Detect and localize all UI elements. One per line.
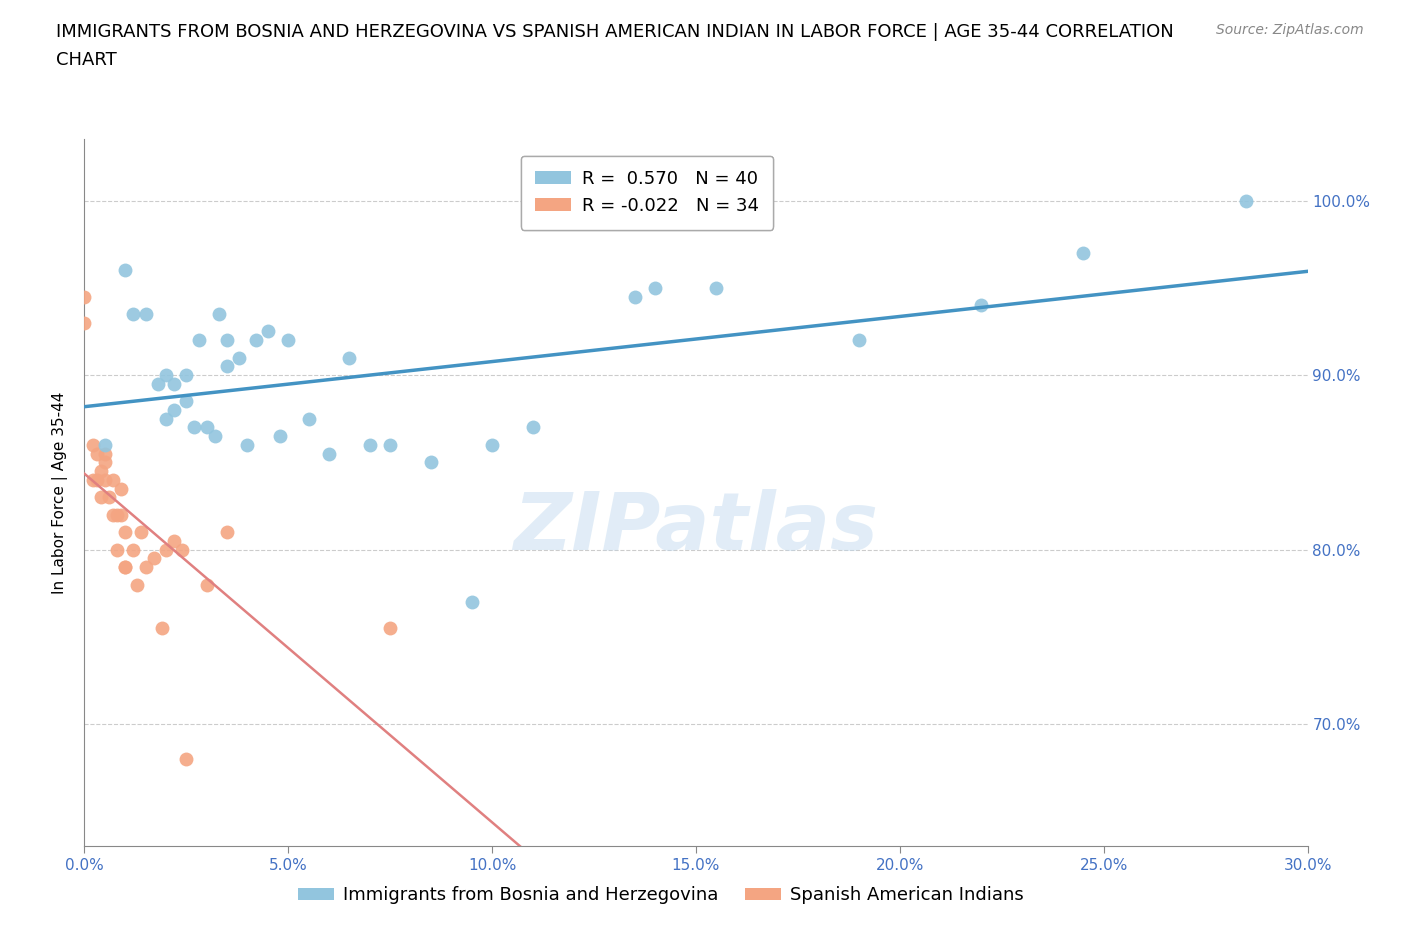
Point <box>122 542 145 557</box>
Point <box>269 429 291 444</box>
Point <box>82 472 104 487</box>
Point <box>155 411 177 426</box>
Point <box>90 464 112 479</box>
Text: Source: ZipAtlas.com: Source: ZipAtlas.com <box>1216 23 1364 37</box>
Point <box>163 377 186 392</box>
Point <box>644 281 666 296</box>
Point <box>150 620 173 635</box>
Text: CHART: CHART <box>56 51 117 69</box>
Point <box>114 525 136 539</box>
Point <box>624 289 647 304</box>
Point <box>318 446 340 461</box>
Point <box>187 333 209 348</box>
Point <box>217 359 239 374</box>
Point <box>176 367 198 382</box>
Point <box>204 429 226 444</box>
Point <box>706 281 728 296</box>
Point <box>163 534 186 549</box>
Point <box>101 507 124 522</box>
Point <box>298 411 321 426</box>
Point <box>522 420 544 435</box>
Legend: R =  0.570   N = 40, R = -0.022   N = 34: R = 0.570 N = 40, R = -0.022 N = 34 <box>520 155 773 230</box>
Point <box>93 437 117 452</box>
Point <box>142 551 165 565</box>
Point <box>1236 193 1258 208</box>
Point <box>1073 246 1095 260</box>
Point <box>277 333 299 348</box>
Point <box>208 307 231 322</box>
Point <box>217 333 239 348</box>
Point <box>461 594 484 609</box>
Point <box>380 437 402 452</box>
Point <box>105 542 128 557</box>
Point <box>195 420 218 435</box>
Point <box>257 324 280 339</box>
Point <box>155 367 177 382</box>
Point <box>90 490 112 505</box>
Point <box>245 333 267 348</box>
Point <box>155 542 177 557</box>
Point <box>228 351 250 365</box>
Point <box>114 560 136 575</box>
Point <box>135 560 157 575</box>
Point <box>93 455 117 470</box>
Point <box>86 472 108 487</box>
Y-axis label: In Labor Force | Age 35-44: In Labor Force | Age 35-44 <box>52 392 69 594</box>
Point <box>97 490 120 505</box>
Point <box>848 333 870 348</box>
Point <box>195 578 218 592</box>
Point <box>86 446 108 461</box>
Point <box>217 525 239 539</box>
Point <box>236 437 259 452</box>
Point <box>380 620 402 635</box>
Text: IMMIGRANTS FROM BOSNIA AND HERZEGOVINA VS SPANISH AMERICAN INDIAN IN LABOR FORCE: IMMIGRANTS FROM BOSNIA AND HERZEGOVINA V… <box>56 23 1174 41</box>
Point <box>105 507 128 522</box>
Point <box>122 307 145 322</box>
Point <box>420 455 443 470</box>
Point <box>481 437 503 452</box>
Point <box>339 351 361 365</box>
Point <box>73 289 96 304</box>
Point <box>183 420 205 435</box>
Point <box>101 472 124 487</box>
Point <box>93 446 117 461</box>
Point <box>970 298 993 312</box>
Point <box>114 263 136 278</box>
Point <box>114 560 136 575</box>
Point <box>93 472 117 487</box>
Point <box>172 542 194 557</box>
Point <box>135 307 157 322</box>
Legend: Immigrants from Bosnia and Herzegovina, Spanish American Indians: Immigrants from Bosnia and Herzegovina, … <box>291 879 1031 911</box>
Point <box>163 403 186 418</box>
Point <box>176 751 198 766</box>
Point <box>110 507 132 522</box>
Point <box>127 578 149 592</box>
Point <box>176 393 198 408</box>
Point <box>110 481 132 496</box>
Point <box>146 377 169 392</box>
Point <box>131 525 153 539</box>
Point <box>359 437 381 452</box>
Point <box>82 437 104 452</box>
Point <box>73 315 96 330</box>
Text: ZIPatlas: ZIPatlas <box>513 489 879 567</box>
